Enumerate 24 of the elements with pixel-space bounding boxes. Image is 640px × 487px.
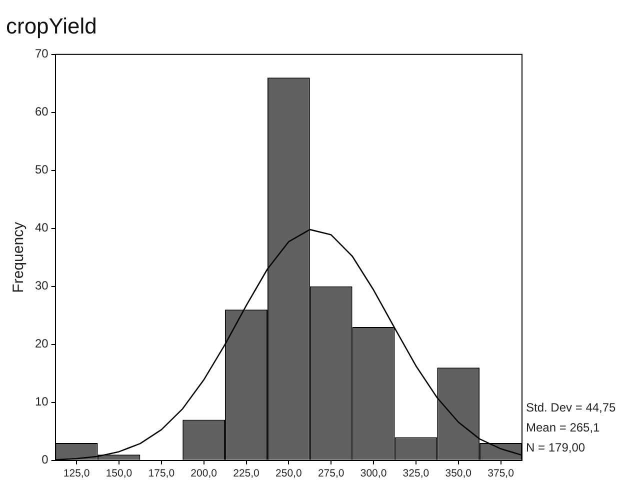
y-tick-label: 60	[34, 104, 49, 119]
x-tick-label: 250,0	[276, 468, 302, 480]
chart-title: cropYield	[6, 13, 97, 38]
x-tick-label: 200,0	[190, 468, 218, 480]
text: Mean = 265,1	[526, 420, 600, 435]
x-tick-label: 375,0	[488, 468, 514, 480]
text: N = 179,00	[526, 440, 586, 455]
y-tick-label: 20	[34, 336, 49, 351]
x-tick-label: 125,0	[63, 468, 90, 480]
y-tick-label: 50	[34, 162, 49, 177]
x-tick-label: 150,0	[106, 468, 132, 480]
x-tick-label: 225,0	[233, 468, 260, 480]
y-tick-label: 70	[34, 46, 49, 61]
y-tick-label: 10	[34, 394, 49, 409]
y-tick-label: 30	[34, 278, 49, 293]
x-tick-label: 275,0	[318, 468, 344, 480]
x-tick-label: 175,0	[148, 468, 175, 480]
text: Std. Dev = 44,75	[526, 400, 616, 415]
y-tick-label: 0	[42, 452, 49, 467]
y-axis-title: Frequency	[10, 221, 28, 293]
x-tick-label: 300,0	[360, 468, 387, 480]
x-tick-label: 350,0	[445, 468, 472, 480]
y-tick-label: 40	[34, 220, 49, 235]
x-tick-label: 325,0	[402, 468, 430, 480]
